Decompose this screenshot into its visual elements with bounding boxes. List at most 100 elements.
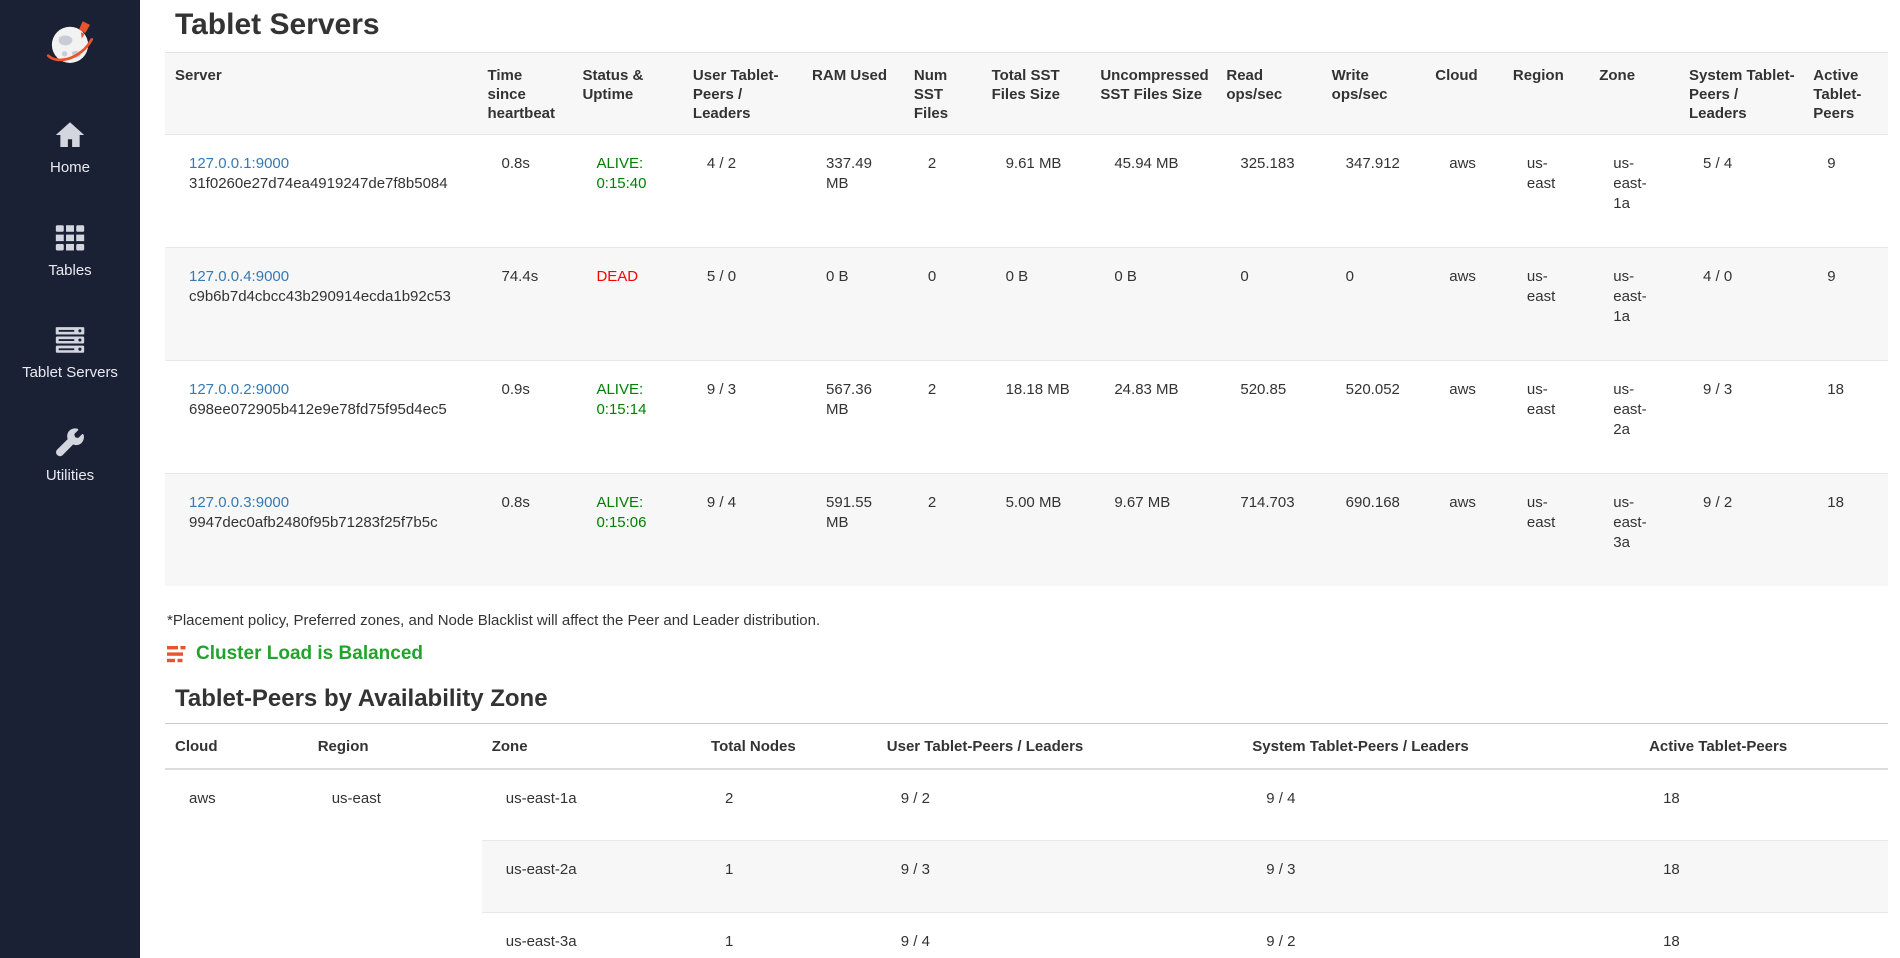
write-ops-value: 347.912	[1345, 154, 1400, 172]
status-badge: DEAD	[596, 267, 639, 285]
table-row: us-east-2a 1 9 / 3 9 / 3 18	[165, 840, 1888, 913]
col-user-tablet-peers: User Tablet-Peers / Leaders	[886, 738, 1084, 756]
col-user-tablet-peers: User Tablet-Peers / Leaders	[692, 67, 779, 123]
user-tablet-peers-value: 9 / 4	[900, 933, 930, 951]
col-ram: RAM Used	[812, 67, 888, 84]
status-badge: ALIVE:	[596, 154, 644, 172]
table-row: 127.0.0.3:9000 9947dec0afb2480f95b71283f…	[165, 473, 1888, 587]
uptime-value: 0:15:40	[596, 174, 647, 192]
system-tablet-peers-value: 9 / 3	[1703, 380, 1733, 398]
status-badge: ALIVE:	[596, 380, 644, 398]
cluster-load-text: Cluster Load is Balanced	[196, 643, 424, 665]
table-row: 127.0.0.2:9000 698ee072905b412e9e78fd75f…	[165, 360, 1888, 473]
placement-footnote: *Placement policy, Preferred zones, and …	[167, 612, 821, 630]
col-active-tablet-peers: Active Tablet-Peers	[1649, 738, 1788, 756]
tablet-servers-table: Server Time since heartbeat Status & Upt…	[165, 52, 1888, 587]
sidebar-item-label: Tablet Servers	[22, 364, 118, 381]
sidebar-item-label: Home	[49, 159, 90, 176]
table-header-row: Server Time since heartbeat Status & Upt…	[165, 52, 1888, 135]
col-num-sst: Num SST Files	[913, 67, 949, 123]
total-sst-value: 18.18 MB	[1005, 380, 1070, 398]
home-icon	[55, 122, 85, 148]
server-link[interactable]: 127.0.0.3:9000	[189, 493, 290, 511]
col-region: Region	[1512, 67, 1564, 84]
yugabyte-logo-icon[interactable]	[41, 14, 99, 72]
region-value: us-east	[1526, 267, 1556, 305]
zone-value: us-east-1a	[1613, 154, 1647, 213]
server-link[interactable]: 127.0.0.1:9000	[189, 154, 290, 172]
active-tablet-peers-value: 18	[1663, 933, 1680, 951]
balance-icon	[167, 645, 186, 663]
active-tablet-peers-value: 18	[1663, 789, 1680, 807]
total-sst-value: 0 B	[1005, 267, 1029, 285]
system-tablet-peers-value: 9 / 4	[1266, 789, 1296, 807]
region-value: us-east	[1526, 154, 1556, 192]
col-heartbeat: Time since heartbeat	[487, 67, 556, 123]
total-sst-value: 5.00 MB	[1005, 493, 1062, 511]
col-uncompressed-sst: Uncompressed SST Files Size	[1100, 67, 1209, 104]
region-value: us-east	[1526, 380, 1556, 418]
col-write-ops: Write ops/sec	[1331, 67, 1388, 104]
cloud-value: aws	[1449, 267, 1476, 285]
cloud-value: aws	[1449, 380, 1476, 398]
server-uuid: 31f0260e27d74ea4919247de7f8b5084	[189, 174, 448, 192]
uncompressed-sst-value: 45.94 MB	[1114, 154, 1179, 172]
col-status: Status & Uptime	[582, 67, 644, 104]
heartbeat-value: 74.4s	[501, 267, 539, 285]
status-badge: ALIVE:	[596, 493, 644, 511]
read-ops-value: 520.85	[1240, 380, 1287, 398]
zone-value: us-east-1a	[1613, 267, 1647, 326]
col-zone: Zone	[491, 738, 528, 756]
server-uuid: 698ee072905b412e9e78fd75f95d4ec5	[189, 400, 447, 418]
write-ops-value: 520.052	[1345, 380, 1400, 398]
heartbeat-value: 0.8s	[501, 493, 530, 511]
read-ops-value: 714.703	[1240, 493, 1295, 511]
status-cell: ALIVE: 0:15:06	[572, 473, 682, 586]
server-link[interactable]: 127.0.0.4:9000	[189, 267, 290, 285]
sidebar: Home Tables	[0, 0, 140, 958]
tables-icon	[55, 224, 85, 250]
sidebar-item-utilities[interactable]: Utilities	[46, 426, 94, 485]
sidebar-item-label: Utilities	[45, 466, 95, 484]
read-ops-value: 0	[1240, 267, 1249, 285]
write-ops-value: 690.168	[1345, 493, 1400, 511]
active-tablet-peers-value: 18	[1639, 840, 1888, 913]
col-zone: Zone	[1599, 67, 1636, 84]
zone-value: us-east-2a	[481, 840, 702, 913]
utilities-icon	[56, 427, 84, 456]
page-title: Tablet Servers	[175, 8, 380, 41]
sidebar-item-label: Tables	[48, 261, 92, 279]
num-sst-value: 2	[927, 493, 937, 511]
uncompressed-sst-value: 9.67 MB	[1114, 493, 1171, 511]
table-row: 127.0.0.4:9000 c9b6b7d4cbcc43b290914ecda…	[165, 247, 1888, 361]
server-link[interactable]: 127.0.0.2:9000	[189, 380, 290, 398]
system-tablet-peers-value: 5 / 4	[1703, 154, 1733, 172]
active-tablet-peers-value: 18	[1827, 380, 1844, 398]
num-sst-value: 2	[927, 380, 937, 398]
active-tablet-peers-value: 9	[1827, 267, 1836, 285]
status-cell: DEAD	[572, 247, 682, 360]
read-ops-value: 325.183	[1240, 154, 1295, 172]
az-table: Cloud Region Zone Total Nodes User Table…	[165, 723, 1888, 958]
zone-value: us-east-3a	[1613, 493, 1647, 552]
user-tablet-peers-value: 9 / 4	[706, 493, 737, 511]
heartbeat-value: 0.9s	[501, 380, 530, 398]
system-tablet-peers-value: 9 / 2	[1266, 933, 1296, 951]
user-tablet-peers-value: 9 / 2	[900, 789, 930, 807]
sidebar-item-tables[interactable]: Tables	[48, 221, 92, 280]
uncompressed-sst-value: 0 B	[1114, 267, 1137, 285]
status-cell: ALIVE: 0:15:40	[572, 134, 682, 247]
user-tablet-peers-value: 9 / 3	[876, 840, 1243, 913]
tablet-servers-icon	[55, 327, 85, 353]
num-sst-value: 2	[927, 154, 937, 172]
write-ops-value: 0	[1345, 267, 1354, 285]
ram-value: 591.55 MB	[826, 493, 872, 531]
col-region: Region	[317, 738, 369, 756]
zone-value: us-east-1a	[505, 789, 577, 807]
az-section-title: Tablet-Peers by Availability Zone	[175, 685, 548, 713]
sidebar-item-home[interactable]: Home	[50, 118, 90, 177]
col-server: Server	[175, 67, 222, 84]
server-uuid: c9b6b7d4cbcc43b290914ecda1b92c53	[189, 287, 451, 305]
sidebar-item-tablet-servers[interactable]: Tablet Servers	[22, 323, 118, 382]
